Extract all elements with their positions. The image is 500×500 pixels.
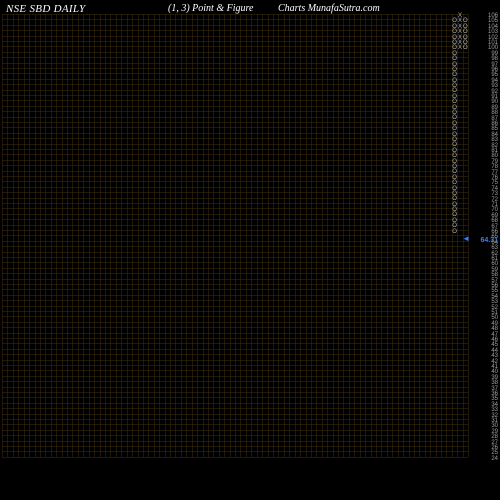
fade-overlay	[0, 457, 500, 500]
y-axis: 1061051041031021011009998979695949392919…	[468, 14, 498, 457]
ticker-title: NSE SBD DAILY	[6, 3, 85, 15]
pnf-column: OOOOOOOOOOOOOOOOOOOOOOOOOOOOOOOOOOOOOOOO	[452, 19, 457, 235]
chart-params: (1, 3) Point & Figure	[168, 3, 253, 14]
source-attribution: Charts MunafaSutra.com	[278, 3, 380, 14]
pnf-chart-area: OOOOOOOOOOOOOOOOOOOOOOOOOOOOOOOOOOOOOOOO…	[2, 14, 468, 457]
chart-header: NSE SBD DAILY (1, 3) Point & Figure Char…	[0, 3, 500, 19]
grid	[2, 14, 468, 457]
y-last-price-label: 64.31	[480, 238, 498, 244]
